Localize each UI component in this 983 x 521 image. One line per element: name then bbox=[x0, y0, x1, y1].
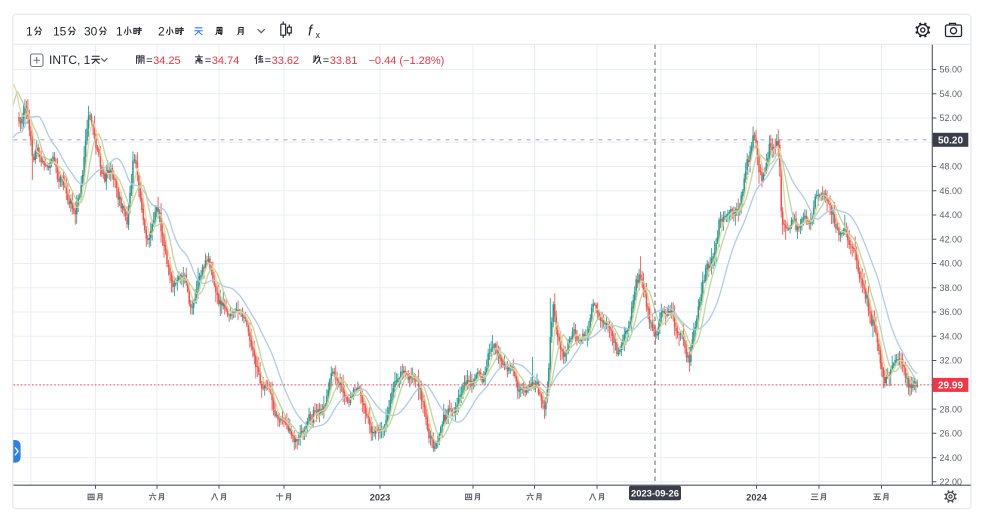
svg-text:2023-09-26: 2023-09-26 bbox=[631, 487, 679, 498]
svg-text:26.00: 26.00 bbox=[940, 429, 963, 439]
svg-text:33.62: 33.62 bbox=[272, 55, 300, 67]
svg-text:=: = bbox=[323, 55, 329, 67]
svg-text:−0.44 (−1.28%): −0.44 (−1.28%) bbox=[369, 55, 445, 67]
svg-text:44.00: 44.00 bbox=[940, 210, 963, 220]
svg-text:34.00: 34.00 bbox=[940, 332, 963, 342]
svg-text:1: 1 bbox=[26, 24, 33, 38]
svg-text:2: 2 bbox=[158, 24, 165, 38]
svg-text:f: f bbox=[308, 24, 314, 40]
svg-text:32.00: 32.00 bbox=[940, 356, 963, 366]
svg-text:46.00: 46.00 bbox=[940, 186, 963, 196]
svg-text:2024: 2024 bbox=[746, 493, 767, 503]
svg-text:x: x bbox=[316, 30, 321, 40]
svg-text:33.81: 33.81 bbox=[330, 55, 358, 67]
svg-text:15: 15 bbox=[53, 24, 67, 38]
svg-text:INTC, 1: INTC, 1 bbox=[49, 53, 91, 67]
svg-text:34.25: 34.25 bbox=[153, 55, 181, 67]
svg-text:36.00: 36.00 bbox=[940, 307, 963, 317]
svg-text:=: = bbox=[265, 55, 271, 67]
svg-text:40.00: 40.00 bbox=[940, 259, 963, 269]
svg-text:30: 30 bbox=[84, 24, 98, 38]
svg-text:56.00: 56.00 bbox=[940, 65, 963, 75]
svg-text:54.00: 54.00 bbox=[940, 89, 963, 99]
svg-text:52.00: 52.00 bbox=[940, 113, 963, 123]
svg-text:38.00: 38.00 bbox=[940, 283, 963, 293]
svg-text:22.00: 22.00 bbox=[940, 477, 963, 487]
svg-text:29.99: 29.99 bbox=[938, 381, 963, 392]
svg-text:=: = bbox=[146, 55, 152, 67]
svg-text:34.74: 34.74 bbox=[212, 55, 240, 67]
svg-text:2023: 2023 bbox=[370, 493, 390, 503]
svg-text:1: 1 bbox=[116, 24, 123, 38]
svg-text:50.20: 50.20 bbox=[938, 135, 963, 146]
svg-text:48.00: 48.00 bbox=[940, 162, 963, 172]
svg-text:28.00: 28.00 bbox=[940, 404, 963, 414]
svg-text:=: = bbox=[205, 55, 211, 67]
svg-text:42.00: 42.00 bbox=[940, 235, 963, 245]
svg-text:24.00: 24.00 bbox=[940, 453, 963, 463]
